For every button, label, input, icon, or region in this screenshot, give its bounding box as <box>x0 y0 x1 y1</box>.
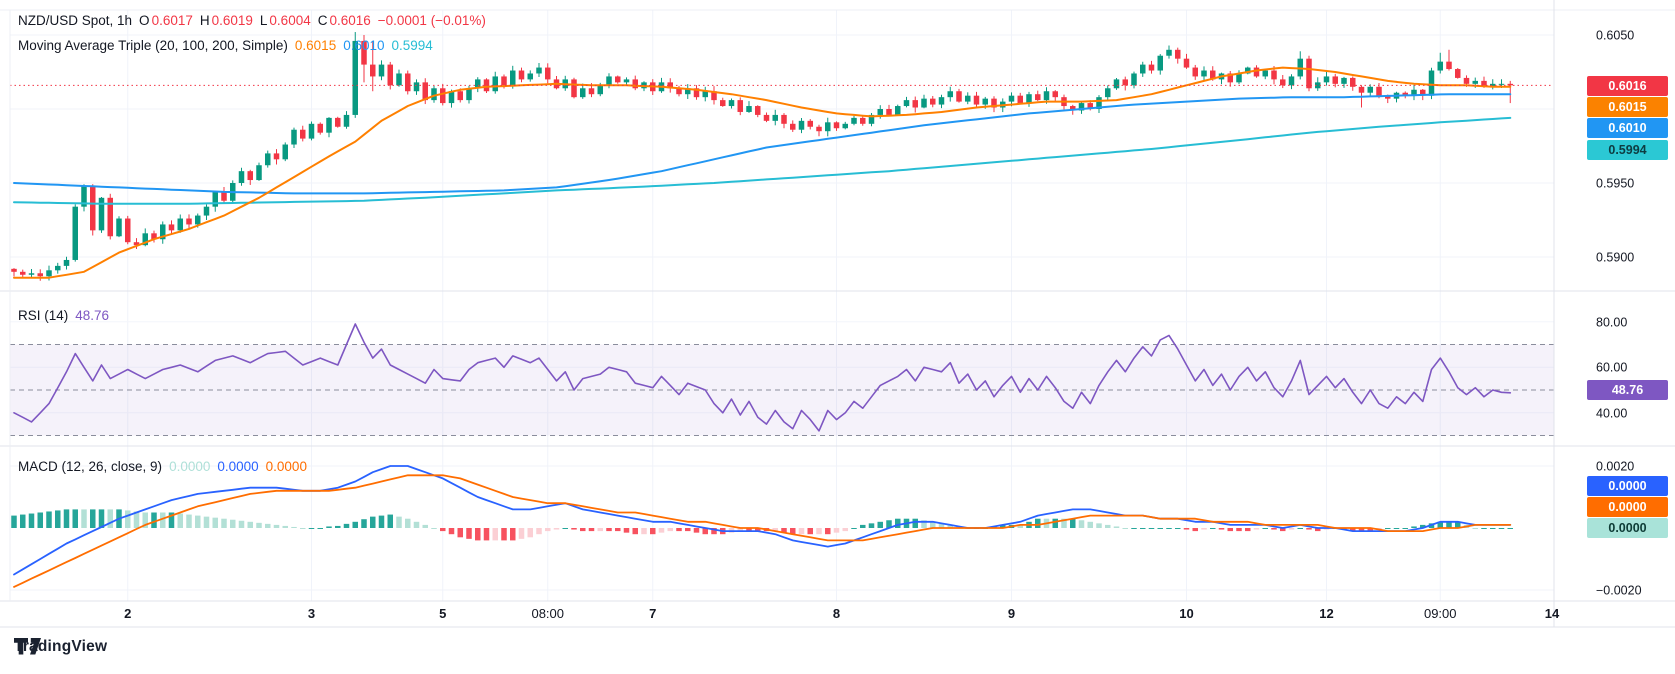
ma20-line <box>13 66 1512 279</box>
macd-hist-value: 0.0000 <box>169 459 211 474</box>
last-price-badge: 0.6016 <box>1587 76 1668 96</box>
candlestick-series <box>11 32 1513 281</box>
svg-text:40.00: 40.00 <box>1596 407 1627 421</box>
svg-text:−0.0020: −0.0020 <box>1596 584 1642 598</box>
ma200-price-badge: 0.5994 <box>1587 140 1668 160</box>
svg-text:3: 3 <box>308 606 315 621</box>
rsi-value: 48.76 <box>75 308 110 323</box>
symbol-title[interactable]: NZD/USD Spot, 1h <box>18 13 133 28</box>
macd-signal-value: 0.0000 <box>265 459 307 474</box>
svg-text:80.00: 80.00 <box>1596 316 1627 330</box>
macd-signal-line <box>13 474 1512 588</box>
svg-text:60.00: 60.00 <box>1596 361 1627 375</box>
tradingview-logo[interactable]: TradingView <box>14 638 107 656</box>
ohlc-low: L 0.6004 <box>259 13 311 28</box>
ohlc-open: O 0.6017 <box>139 13 193 28</box>
rsi-line <box>13 323 1512 432</box>
svg-text:12: 12 <box>1319 606 1333 621</box>
rsi-legend[interactable]: RSI (14) 48.76 <box>18 308 109 323</box>
svg-text:9: 9 <box>1008 606 1015 621</box>
ma100-line <box>13 93 1512 195</box>
svg-text:8: 8 <box>833 606 840 621</box>
svg-text:0.6050: 0.6050 <box>1596 29 1634 43</box>
ma-legend[interactable]: Moving Average Triple (20, 100, 200, Sim… <box>18 38 433 53</box>
grid-lines <box>10 10 1554 601</box>
ma20-value: 0.6015 <box>294 38 337 53</box>
tradingview-logo-icon <box>14 638 41 655</box>
macd-hist-badge: 0.0000 <box>1587 518 1668 538</box>
svg-text:0.0020: 0.0020 <box>1596 460 1634 474</box>
svg-text:7: 7 <box>649 606 656 621</box>
svg-text:0.5950: 0.5950 <box>1596 177 1634 191</box>
time-axis[interactable]: 2 3 5 08:00 7 8 9 10 12 09:00 14 <box>124 606 1560 621</box>
macd-signal-badge: 0.0000 <box>1587 497 1668 517</box>
moving-averages <box>13 66 1512 279</box>
rsi-value-badge: 48.76 <box>1587 380 1668 400</box>
rsi-pane <box>10 344 1554 436</box>
panel-borders <box>0 0 1675 628</box>
macd-line-badge: 0.0000 <box>1587 476 1668 496</box>
rsi-title[interactable]: RSI (14) <box>18 308 69 323</box>
ohlc-high: H 0.6019 <box>199 13 253 28</box>
svg-text:08:00: 08:00 <box>531 606 564 621</box>
rsi-axis[interactable]: 80.00 60.00 40.00 <box>1596 316 1627 421</box>
svg-text:5: 5 <box>439 606 446 621</box>
svg-text:0.5900: 0.5900 <box>1596 251 1634 265</box>
macd-axis[interactable]: 0.0020 −0.0020 <box>1596 460 1642 598</box>
price-axis[interactable]: 0.6050 0.5950 0.5900 <box>1596 29 1634 265</box>
ma20-price-badge: 0.6015 <box>1587 97 1668 117</box>
macd-line <box>13 465 1512 576</box>
ma200-line <box>13 116 1512 205</box>
macd-line-value: 0.0000 <box>217 459 259 474</box>
svg-text:2: 2 <box>124 606 131 621</box>
macd-title[interactable]: MACD (12, 26, close, 9) <box>18 459 163 474</box>
ma100-price-badge: 0.6010 <box>1587 118 1668 138</box>
ohlc-close: C 0.6016 <box>317 13 371 28</box>
ma100-value: 0.6010 <box>343 38 385 53</box>
svg-text:09:00: 09:00 <box>1424 606 1457 621</box>
symbol-legend[interactable]: NZD/USD Spot, 1h O 0.6017 H 0.6019 L 0.6004… <box>18 13 486 28</box>
price-change: −0.0001 (−0.01%) <box>377 13 486 28</box>
svg-text:14: 14 <box>1545 606 1560 621</box>
ma200-value: 0.5994 <box>391 38 433 53</box>
ma-title[interactable]: Moving Average Triple (20, 100, 200, Sim… <box>18 38 288 53</box>
macd-legend[interactable]: MACD (12, 26, close, 9) 0.0000 0.0000 0.… <box>18 459 307 474</box>
svg-text:10: 10 <box>1179 606 1193 621</box>
